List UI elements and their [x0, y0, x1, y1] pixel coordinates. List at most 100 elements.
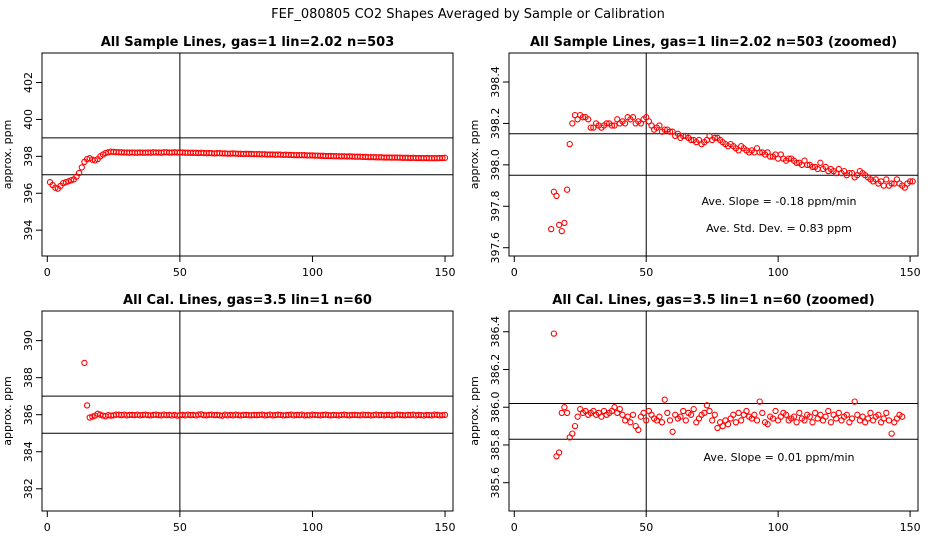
data-point	[738, 417, 745, 424]
y-tick-label: 385.8	[489, 429, 502, 461]
data-point	[579, 114, 587, 121]
data-point	[669, 428, 676, 435]
data-point	[611, 404, 618, 411]
chart-panel-3: All Cal. Lines, gas=3.5 lin=1 n=60 0 50 100…	[1, 293, 456, 534]
data-point	[846, 169, 853, 177]
data-point	[78, 164, 85, 171]
data-point	[851, 398, 858, 405]
data-point	[827, 419, 835, 426]
data-point	[801, 417, 808, 424]
data-point	[640, 409, 647, 417]
chart-title: All Cal. Lines, gas=3.5 lin=1 n=60 (zoom…	[552, 293, 874, 308]
x-tick-label: 150	[435, 266, 456, 279]
y-tick-label: 384	[22, 441, 35, 462]
y-tick-label: 390	[22, 330, 35, 351]
data-point	[574, 413, 581, 420]
data-point	[585, 116, 592, 123]
chart-annotation: Ave. Slope = 0.01 ppm/min	[704, 451, 855, 464]
data-point	[558, 227, 565, 235]
data-point	[571, 422, 579, 430]
data-point	[735, 409, 742, 417]
data-point	[809, 163, 816, 171]
x-tick-label: 0	[511, 521, 518, 534]
y-tick-label: 382	[22, 478, 35, 499]
data-point	[835, 409, 842, 417]
data-point	[680, 407, 687, 415]
data-point	[751, 411, 758, 418]
y-tick-label: 398.0	[489, 149, 502, 181]
data-point	[899, 413, 906, 420]
y-tick-label: 386.2	[489, 354, 502, 386]
data-point	[563, 186, 571, 193]
data-point	[661, 396, 668, 403]
x-tick-label: 50	[639, 521, 653, 534]
x-tick-label: 50	[173, 521, 187, 534]
data-point	[666, 128, 674, 135]
data-point	[624, 413, 631, 420]
y-tick-label: 398.2	[489, 108, 502, 140]
data-point	[661, 126, 668, 133]
data-point	[785, 155, 792, 162]
chart-title: All Sample Lines, gas=1 lin=2.02 n=503 (…	[530, 35, 897, 50]
data-point	[711, 411, 718, 418]
data-point	[806, 413, 813, 420]
data-point	[569, 430, 576, 437]
data-point	[867, 409, 874, 417]
plot-frame	[508, 52, 919, 257]
data-point	[883, 176, 890, 183]
data-point	[880, 415, 887, 422]
data-point	[764, 421, 771, 428]
data-point	[619, 411, 626, 418]
x-tick-label: 50	[173, 266, 187, 279]
data-point	[81, 359, 88, 367]
x-tick-label: 100	[302, 521, 323, 534]
y-tick-label: 386.4	[489, 316, 502, 348]
data-point	[864, 415, 872, 422]
data-point	[854, 411, 861, 418]
data-point	[75, 169, 83, 177]
data-point	[439, 154, 446, 162]
x-tick-label: 0	[44, 521, 51, 534]
chart-title: All Sample Lines, gas=1 lin=2.02 n=503	[101, 35, 395, 50]
figure-title: FEF_080805 CO2 Shapes Averaged by Sample…	[271, 7, 665, 22]
data-point	[888, 430, 895, 437]
data-point	[753, 417, 761, 424]
chart-panel-2: All Sample Lines, gas=1 lin=2.02 n=503 (…	[468, 35, 921, 279]
data-point	[859, 413, 866, 420]
data-point	[611, 122, 618, 129]
y-tick-label: 394	[22, 220, 35, 241]
plot-frame	[41, 310, 454, 512]
data-point	[703, 402, 711, 409]
y-axis-label: approx. ppm	[1, 120, 14, 190]
data-point	[909, 178, 916, 185]
y-axis-label: approx. ppm	[1, 376, 14, 446]
data-point	[790, 413, 798, 420]
data-point	[875, 411, 882, 418]
data-point	[759, 409, 766, 417]
data-point	[833, 415, 840, 422]
data-point	[666, 417, 674, 424]
x-tick-label: 150	[900, 266, 921, 279]
data-point	[561, 404, 568, 411]
data-point	[888, 180, 895, 187]
data-point	[563, 409, 571, 417]
data-point	[809, 419, 816, 426]
data-point	[621, 120, 629, 127]
y-tick-label: 398	[22, 146, 35, 167]
data-point	[658, 419, 666, 426]
x-tick-label: 150	[900, 521, 921, 534]
y-tick-label: 398.4	[489, 66, 502, 98]
data-point	[743, 407, 750, 415]
data-point	[843, 411, 850, 418]
data-point	[616, 405, 623, 413]
data-point	[548, 225, 555, 233]
plot-frame	[508, 310, 919, 512]
data-point	[680, 132, 687, 140]
data-point	[555, 221, 563, 229]
chart-annotation: Ave. Std. Dev. = 0.83 ppm	[706, 222, 852, 235]
data-point	[656, 413, 663, 420]
x-tick-label: 0	[511, 266, 518, 279]
data-point	[769, 415, 777, 422]
y-tick-label: 386.0	[489, 391, 502, 423]
data-point	[587, 124, 594, 131]
